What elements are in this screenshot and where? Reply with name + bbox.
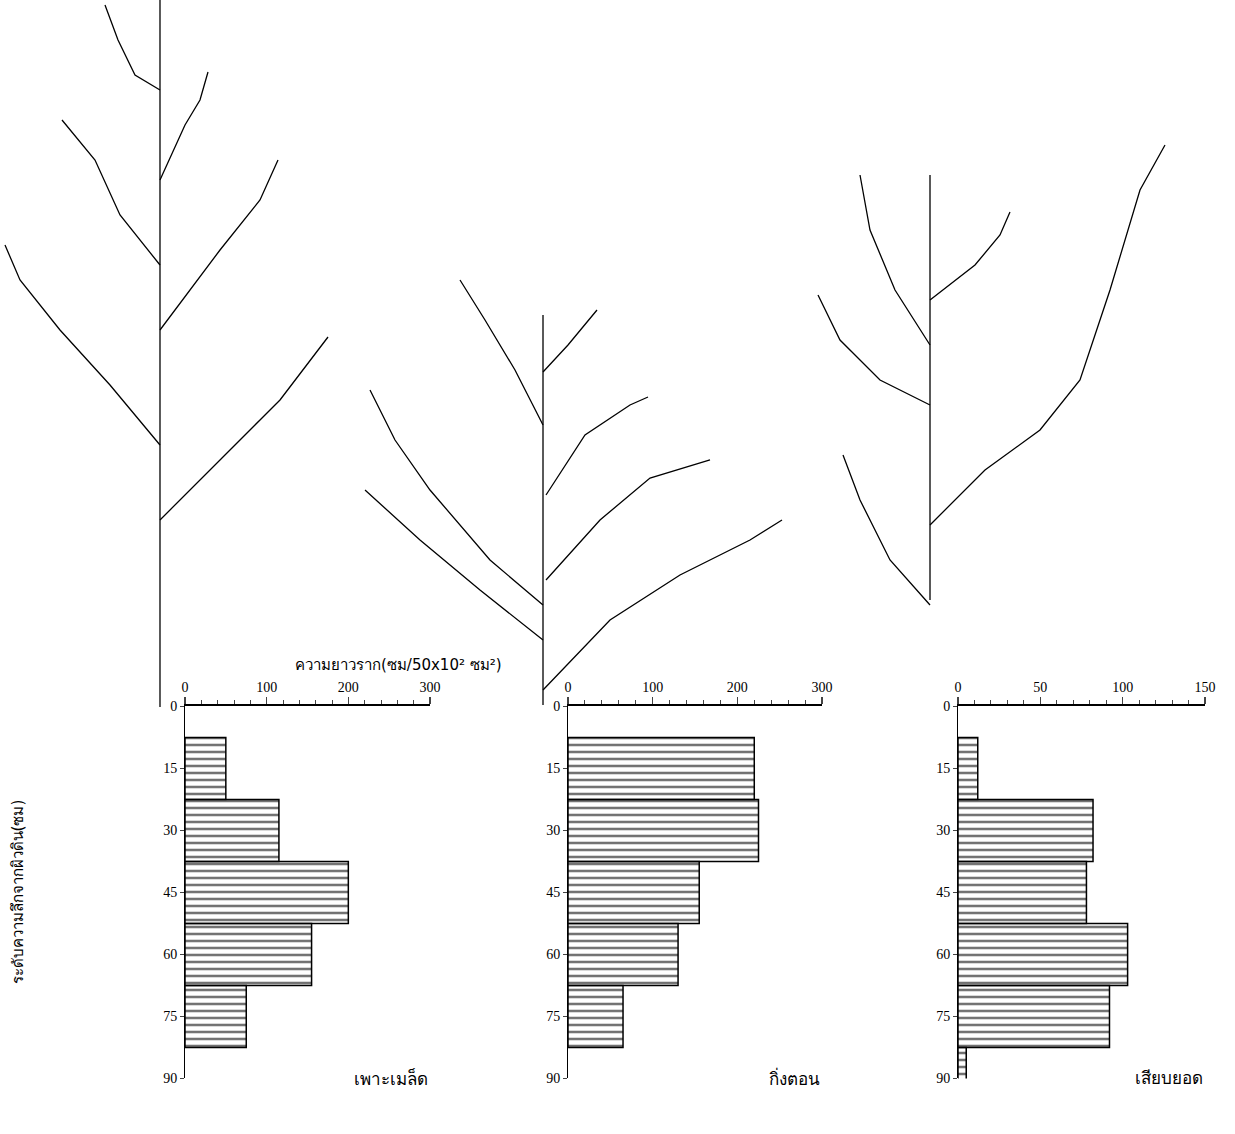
svg-text:200: 200 <box>727 680 748 695</box>
svg-text:ระดับความลึกจากผิวดิน(ซม): ระดับความลึกจากผิวดิน(ซม) <box>9 800 27 985</box>
svg-text:0: 0 <box>170 699 177 714</box>
svg-text:75: 75 <box>546 1009 560 1024</box>
svg-text:0: 0 <box>943 699 950 714</box>
svg-text:45: 45 <box>546 885 560 900</box>
svg-text:60: 60 <box>936 947 950 962</box>
svg-text:75: 75 <box>936 1009 950 1024</box>
svg-text:100: 100 <box>256 680 277 695</box>
svg-text:150: 150 <box>1195 680 1216 695</box>
svg-text:300: 300 <box>812 680 833 695</box>
svg-text:50: 50 <box>1033 680 1047 695</box>
svg-text:45: 45 <box>936 885 950 900</box>
svg-text:75: 75 <box>163 1009 177 1024</box>
svg-text:60: 60 <box>546 947 560 962</box>
svg-text:90: 90 <box>936 1071 950 1086</box>
svg-text:ความยาวราก(ซม/50x10² ซม²): ความยาวราก(ซม/50x10² ซม²) <box>295 656 502 674</box>
svg-text:90: 90 <box>163 1071 177 1086</box>
svg-text:15: 15 <box>936 761 950 776</box>
svg-text:45: 45 <box>163 885 177 900</box>
svg-text:0: 0 <box>553 699 560 714</box>
svg-text:0: 0 <box>565 680 572 695</box>
svg-text:0: 0 <box>955 680 962 695</box>
svg-text:60: 60 <box>163 947 177 962</box>
svg-text:30: 30 <box>936 823 950 838</box>
svg-text:15: 15 <box>546 761 560 776</box>
svg-text:30: 30 <box>546 823 560 838</box>
svg-text:15: 15 <box>163 761 177 776</box>
svg-text:200: 200 <box>338 680 359 695</box>
svg-text:กิ่งตอน: กิ่งตอน <box>769 1067 820 1089</box>
svg-text:เพาะเมล็ด: เพาะเมล็ด <box>354 1068 428 1089</box>
svg-text:100: 100 <box>1112 680 1133 695</box>
svg-text:100: 100 <box>642 680 663 695</box>
svg-text:0: 0 <box>182 680 189 695</box>
svg-text:เสียบยอด: เสียบยอด <box>1135 1068 1203 1088</box>
svg-text:90: 90 <box>546 1071 560 1086</box>
svg-text:300: 300 <box>420 680 441 695</box>
svg-text:30: 30 <box>163 823 177 838</box>
